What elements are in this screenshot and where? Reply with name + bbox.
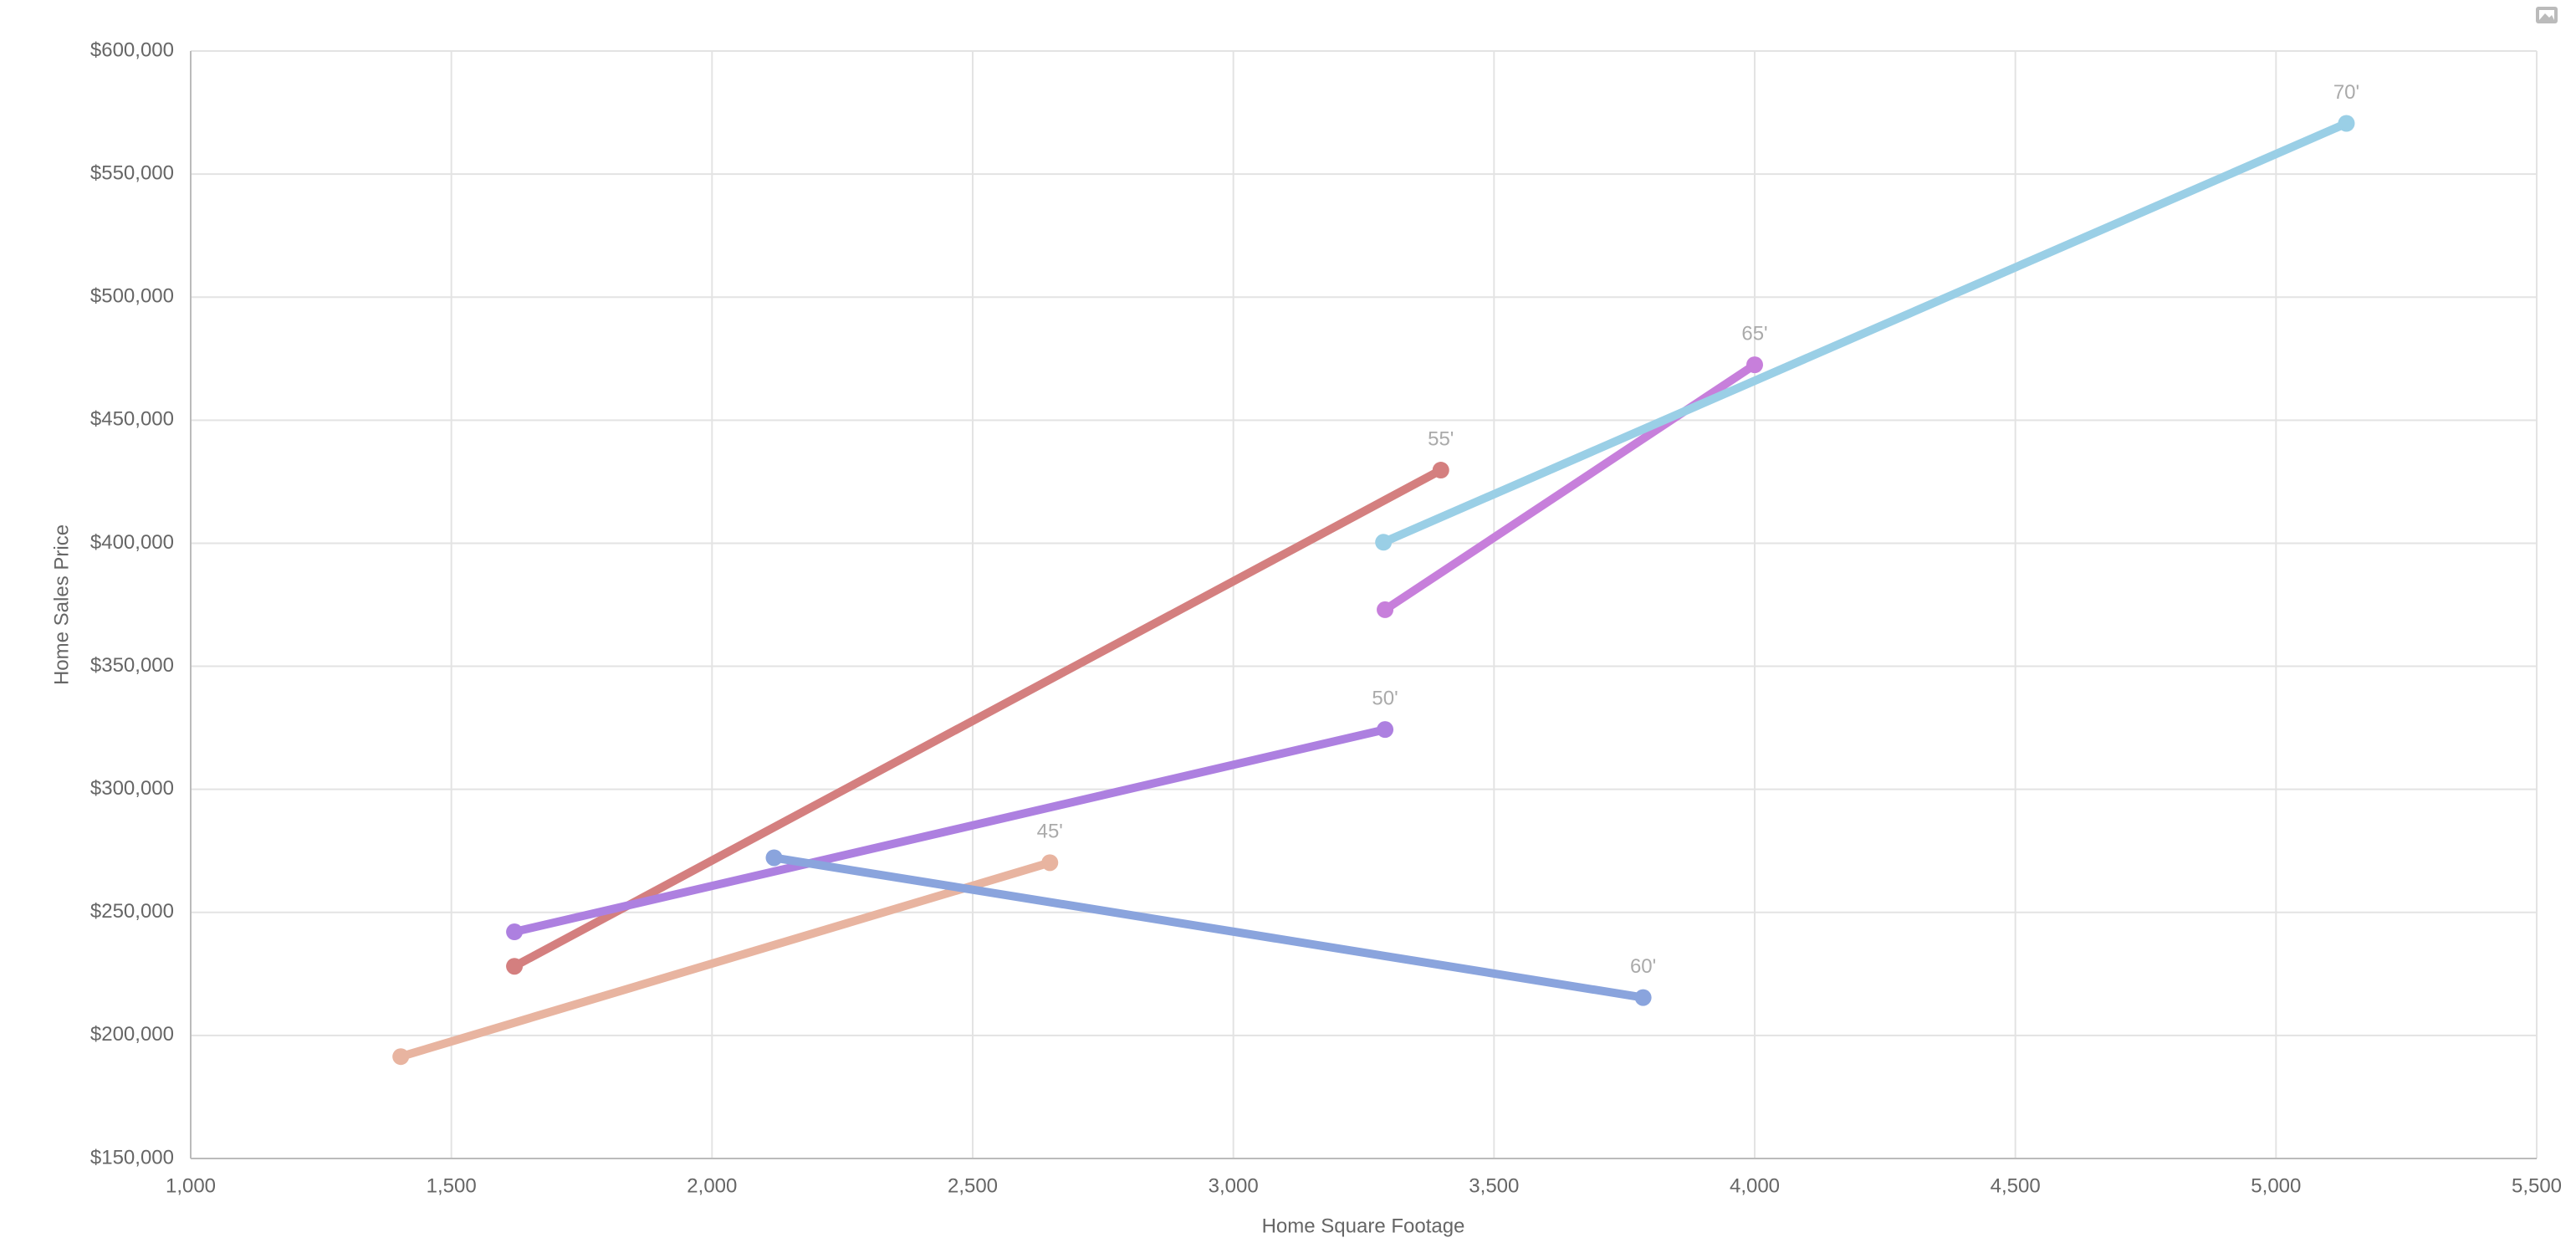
x-tick-label: 2,000 — [687, 1174, 737, 1197]
series-label: 45' — [1037, 821, 1063, 843]
x-tick-label: 5,000 — [2251, 1174, 2301, 1197]
x-tick-label: 5,500 — [2512, 1174, 2562, 1197]
point — [1377, 601, 1394, 618]
y-tick-label: $400,000 — [90, 531, 174, 554]
point — [506, 923, 524, 941]
series-label: 65' — [1741, 322, 1767, 345]
image-icon[interactable] — [2536, 7, 2558, 23]
series-line — [769, 853, 1648, 1002]
point — [1746, 356, 1763, 374]
y-tick-label: $600,000 — [90, 38, 174, 61]
point — [506, 958, 524, 975]
x-tick-label: 4,000 — [1730, 1174, 1780, 1197]
point — [1041, 854, 1059, 872]
y-tick-label: $350,000 — [90, 654, 174, 677]
series-label: 50' — [1372, 688, 1398, 710]
series-label: 55' — [1428, 427, 1454, 450]
series-line — [396, 858, 1055, 1061]
point — [1377, 721, 1394, 739]
x-tick-label: 4,500 — [1991, 1174, 2041, 1197]
y-tick-label: $550,000 — [90, 161, 174, 184]
x-tick-label: 1,500 — [427, 1174, 477, 1197]
series-line — [510, 466, 1445, 971]
y-tick-label: $200,000 — [90, 1023, 174, 1046]
point — [1375, 534, 1393, 551]
y-tick-label: $150,000 — [90, 1146, 174, 1169]
series-label: 70' — [2333, 81, 2359, 104]
x-tick-label: 3,500 — [1469, 1174, 1519, 1197]
x-tick-label: 1,000 — [166, 1174, 216, 1197]
y-axis-title: Home Sales Price — [50, 524, 73, 685]
point — [1634, 989, 1652, 1006]
point — [765, 849, 783, 867]
x-axis-title: Home Square Footage — [1262, 1215, 1465, 1237]
y-tick-label: $450,000 — [90, 408, 174, 431]
x-tick-label: 2,500 — [948, 1174, 998, 1197]
series-line — [510, 725, 1390, 937]
series-label: 60' — [1630, 955, 1656, 978]
point — [1432, 462, 1449, 479]
x-tick-label: 3,000 — [1209, 1174, 1259, 1197]
y-tick-label: $250,000 — [90, 900, 174, 923]
y-tick-label: $500,000 — [90, 285, 174, 308]
point — [392, 1048, 410, 1066]
y-tick-label: $300,000 — [90, 777, 174, 800]
point — [2338, 115, 2355, 132]
series-line — [1379, 119, 2351, 547]
